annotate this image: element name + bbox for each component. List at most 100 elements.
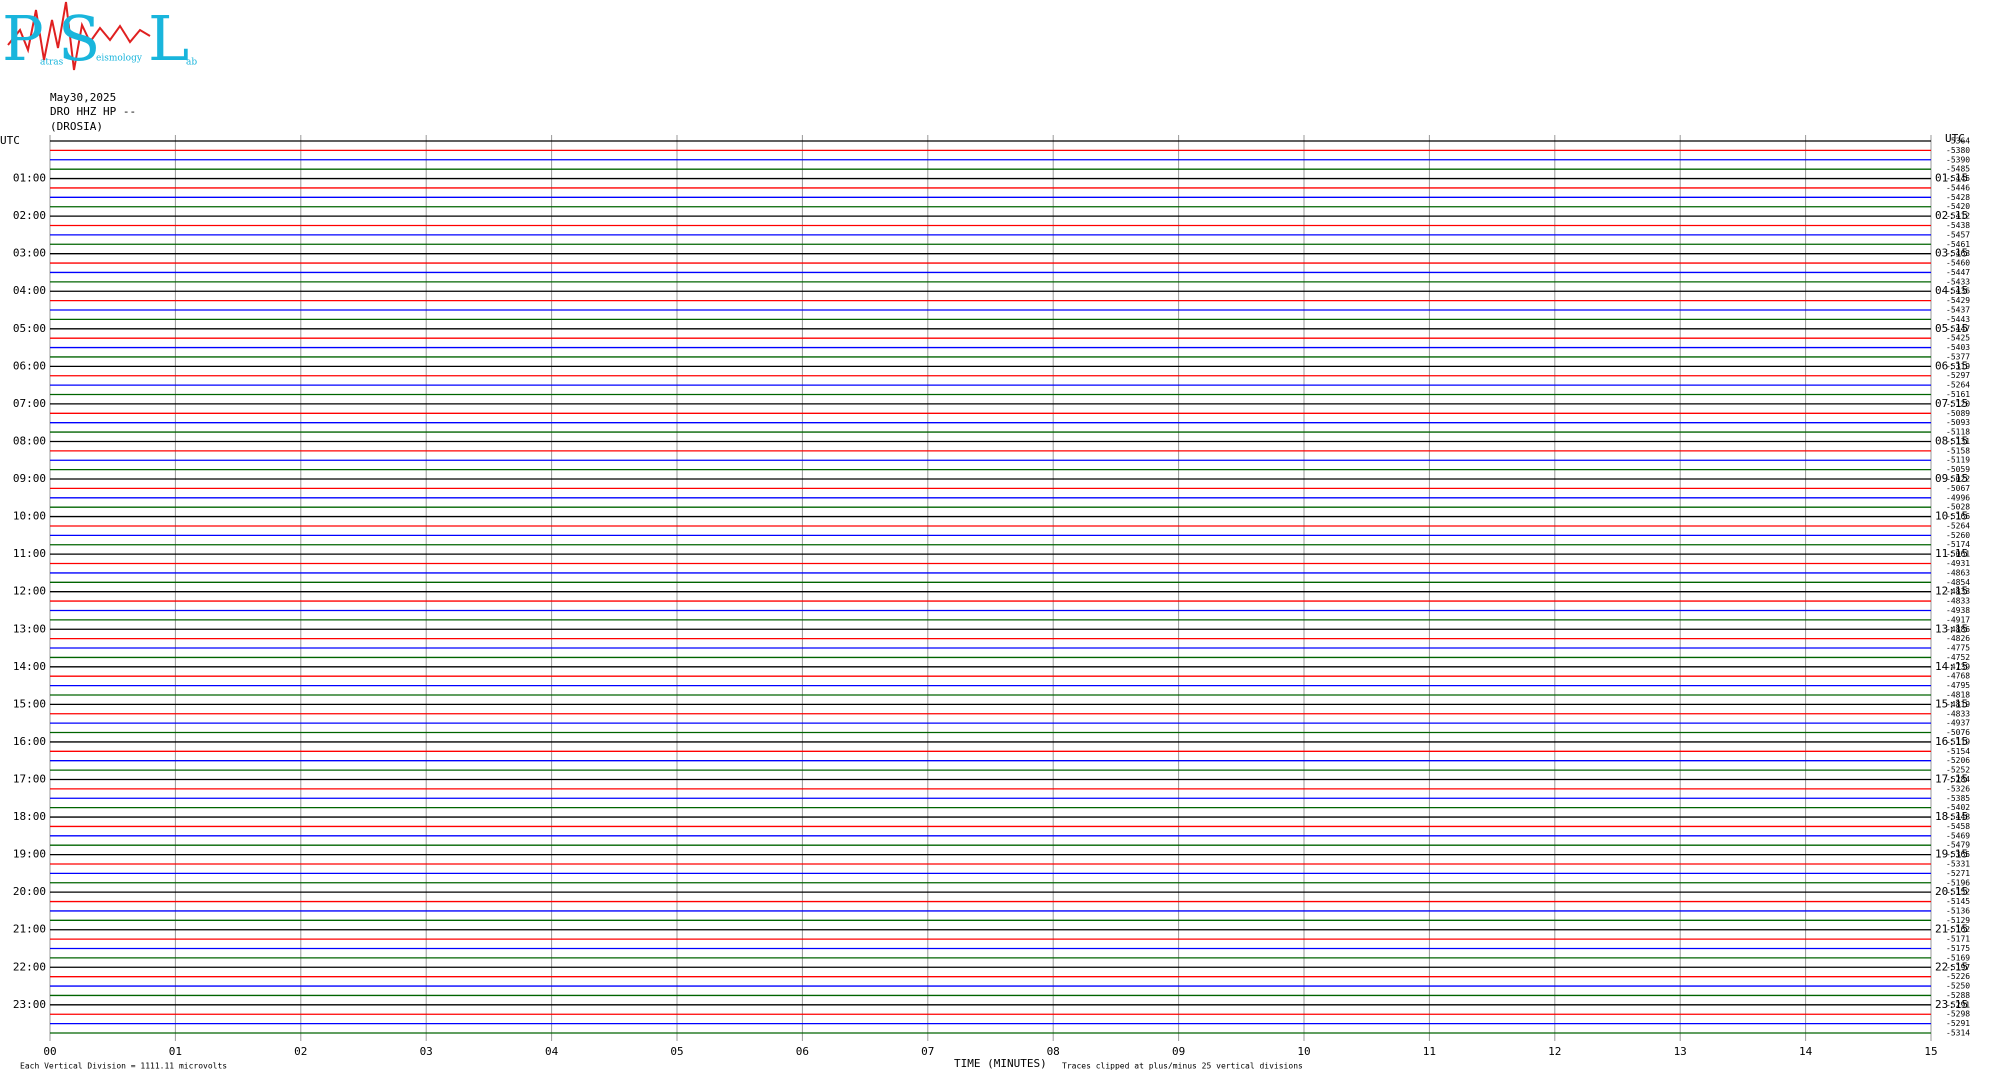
trace-value: -4938 xyxy=(1946,606,1970,615)
x-tick-label: 05 xyxy=(670,1045,683,1058)
left-time-label: 22:00 xyxy=(13,960,46,973)
trace-value: -5118 xyxy=(1946,428,1970,437)
site: (DROSIA) xyxy=(50,120,103,133)
trace-value: -5196 xyxy=(1946,878,1970,887)
left-time-label: 06:00 xyxy=(13,359,46,372)
x-tick-label: 13 xyxy=(1674,1045,1687,1058)
trace-value: -5403 xyxy=(1946,343,1970,352)
trace-value: -5485 xyxy=(1946,165,1970,174)
x-tick-label: 03 xyxy=(420,1045,433,1058)
trace-value: -5425 xyxy=(1946,334,1970,343)
trace-value: -4819 xyxy=(1946,700,1970,709)
trace-value: -5288 xyxy=(1946,991,1970,1000)
trace-value: -5291 xyxy=(1946,1000,1970,1009)
trace-value: -5380 xyxy=(1946,146,1970,155)
trace-value: -5175 xyxy=(1946,944,1970,953)
trace-value: -5446 xyxy=(1946,183,1970,192)
trace-value: -5402 xyxy=(1946,803,1970,812)
trace-value: -5206 xyxy=(1946,756,1970,765)
logo: P S L atras eismology ab xyxy=(2,1,197,75)
trace-value: -4775 xyxy=(1946,644,1970,653)
right-time-label: 01:15 xyxy=(1935,172,1968,185)
trace-value: -5438 xyxy=(1946,221,1970,230)
clip-note: Traces clipped at plus/minus 25 vertical… xyxy=(1062,1062,1303,1071)
trace-value: -5252 xyxy=(1946,766,1970,775)
right-time-label: 07:15 xyxy=(1935,397,1968,410)
trace-value: -5264 xyxy=(1946,521,1970,530)
x-tick-label: 11 xyxy=(1423,1045,1436,1058)
left-time-label: 08:00 xyxy=(13,434,46,447)
right-time-label: 13:15 xyxy=(1935,622,1968,635)
right-time-label: 05:15 xyxy=(1935,322,1968,335)
trace-value: -5174 xyxy=(1946,540,1970,549)
trace-value: -5436 xyxy=(1946,287,1970,296)
x-tick-label: 07 xyxy=(921,1045,934,1058)
left-time-label: 15:00 xyxy=(13,697,46,710)
right-time-label: 08:15 xyxy=(1935,434,1968,447)
trace-value: -5377 xyxy=(1946,352,1970,361)
left-time-label: 01:00 xyxy=(13,172,46,185)
trace-value: -5067 xyxy=(1946,484,1970,493)
x-tick-label: 15 xyxy=(1924,1045,1937,1058)
logo-letter: L xyxy=(148,2,189,75)
trace-value: -5469 xyxy=(1946,831,1970,840)
trace-value: -5197 xyxy=(1946,963,1970,972)
trace-value: -5460 xyxy=(1946,259,1970,268)
trace-value: -5364 xyxy=(1946,137,1970,146)
right-time-label: 23:15 xyxy=(1935,998,1968,1011)
trace-value: -5365 xyxy=(1946,850,1970,859)
trace-value: -5331 xyxy=(1946,859,1970,868)
trace-value: -4996 xyxy=(1946,493,1970,502)
trace-value: -5297 xyxy=(1946,371,1970,380)
right-time-label: 06:15 xyxy=(1935,359,1968,372)
left-time-label: 07:00 xyxy=(13,397,46,410)
right-time-label: 04:15 xyxy=(1935,284,1968,297)
left-time-label: 04:00 xyxy=(13,284,46,297)
trace-value: -4917 xyxy=(1946,615,1970,624)
trace-value: -5028 xyxy=(1946,503,1970,512)
trace-value: -5166 xyxy=(1946,512,1970,521)
left-time-label: 10:00 xyxy=(13,510,46,523)
x-tick-label: 00 xyxy=(43,1045,56,1058)
left-time-label: 02:00 xyxy=(13,209,46,222)
station: DRO HHZ HP -- xyxy=(50,105,136,118)
trace-value: -5437 xyxy=(1946,306,1970,315)
trace-value: -5061 xyxy=(1946,550,1970,559)
trace-value: -5457 xyxy=(1946,230,1970,239)
trace-value: -5298 xyxy=(1946,1010,1970,1019)
left-time-label: 11:00 xyxy=(13,547,46,560)
left-time-label: 17:00 xyxy=(13,772,46,785)
trace-value: -4739 xyxy=(1946,662,1970,671)
trace-value: -4768 xyxy=(1946,672,1970,681)
x-tick-label: 14 xyxy=(1799,1045,1813,1058)
trace-value: -5120 xyxy=(1946,399,1970,408)
right-time-label: 18:15 xyxy=(1935,810,1968,823)
trace-value: -5131 xyxy=(1946,437,1970,446)
left-time-label: 09:00 xyxy=(13,472,46,485)
x-axis-title: TIME (MINUTES) xyxy=(954,1057,1047,1070)
left-time-label: 13:00 xyxy=(13,622,46,635)
date: May30,2025 xyxy=(50,91,116,104)
trace-value: -5458 xyxy=(1946,822,1970,831)
right-time-label: 21:15 xyxy=(1935,923,1968,936)
trace-value: -5291 xyxy=(1946,1019,1970,1028)
trace-value: -5319 xyxy=(1946,362,1970,371)
right-time-label: 11:15 xyxy=(1935,547,1968,560)
trace-value: -4863 xyxy=(1946,568,1970,577)
logo-word: eismology xyxy=(96,54,143,64)
trace-value: -5428 xyxy=(1946,193,1970,202)
left-time-label: 21:00 xyxy=(13,923,46,936)
trace-value: -5447 xyxy=(1946,268,1970,277)
trace-value: -5412 xyxy=(1946,212,1970,221)
trace-value: -5443 xyxy=(1946,315,1970,324)
right-time-label: 19:15 xyxy=(1935,848,1968,861)
right-time-label: 03:15 xyxy=(1935,247,1968,260)
trace-value: -5264 xyxy=(1946,381,1970,390)
trace-value: -5271 xyxy=(1946,869,1970,878)
trace-value: -4826 xyxy=(1946,634,1970,643)
x-tick-label: 04 xyxy=(545,1045,559,1058)
logo-word: atras xyxy=(40,58,64,68)
trace-value: -5314 xyxy=(1946,1029,1970,1038)
x-tick-label: 01 xyxy=(169,1045,182,1058)
trace-value: -4937 xyxy=(1946,719,1970,728)
